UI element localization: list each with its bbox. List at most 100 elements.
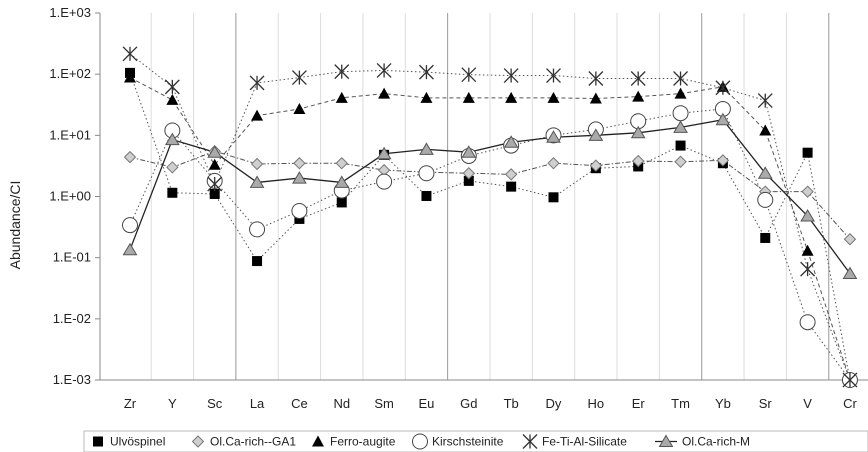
data-point bbox=[335, 157, 348, 170]
data-point bbox=[548, 192, 559, 203]
data-point bbox=[547, 91, 560, 103]
x-tick-label: Sc bbox=[207, 396, 223, 411]
series-line bbox=[129, 72, 851, 381]
data-point bbox=[208, 158, 221, 170]
data-point bbox=[336, 197, 347, 208]
data-point bbox=[547, 157, 560, 170]
data-point bbox=[207, 145, 223, 158]
data-point bbox=[757, 93, 773, 109]
data-point bbox=[207, 176, 223, 192]
data-point bbox=[462, 91, 475, 103]
y-tick-label: 1.E-01 bbox=[53, 250, 91, 265]
data-point bbox=[757, 166, 773, 179]
data-point bbox=[672, 105, 689, 122]
data-point bbox=[335, 91, 348, 103]
y-tick-label: 1.E+02 bbox=[49, 66, 91, 81]
data-point bbox=[293, 102, 306, 114]
x-tick-label: Tm bbox=[671, 396, 690, 411]
x-tick-label: Cr bbox=[843, 396, 857, 411]
x-tick-label: Sm bbox=[374, 396, 394, 411]
data-point bbox=[209, 188, 220, 199]
x-tick-label: Gd bbox=[460, 396, 477, 411]
data-point bbox=[715, 80, 731, 96]
data-point bbox=[632, 90, 645, 102]
data-point bbox=[504, 168, 518, 181]
series-line bbox=[129, 119, 851, 274]
data-point bbox=[800, 261, 816, 277]
series-line bbox=[129, 53, 851, 381]
y-axis-label: Abundance/CI bbox=[7, 181, 23, 270]
data-point bbox=[420, 91, 433, 103]
data-point bbox=[801, 185, 814, 198]
data-point bbox=[378, 87, 391, 99]
y-tick-label: 1.E+01 bbox=[49, 127, 91, 142]
data-point bbox=[463, 175, 474, 186]
data-point bbox=[675, 140, 686, 151]
data-point bbox=[376, 173, 393, 190]
data-point bbox=[252, 256, 263, 267]
y-tick-label: 1.E+03 bbox=[49, 5, 91, 20]
data-point bbox=[376, 62, 392, 78]
data-point bbox=[589, 159, 603, 172]
data-point bbox=[292, 171, 307, 184]
data-point bbox=[802, 147, 813, 158]
data-point bbox=[760, 232, 771, 243]
data-point bbox=[589, 92, 602, 104]
data-point bbox=[461, 145, 477, 158]
legend-label: Ol.Ca-rich--GA1 bbox=[210, 435, 296, 449]
data-point bbox=[122, 46, 138, 62]
data-point bbox=[630, 71, 646, 86]
x-tick-label: Ho bbox=[588, 396, 605, 411]
data-point bbox=[588, 128, 604, 141]
data-point bbox=[421, 190, 432, 201]
data-point bbox=[631, 154, 645, 168]
data-point bbox=[546, 130, 561, 143]
legend-marker bbox=[658, 434, 674, 447]
data-point bbox=[842, 372, 858, 388]
data-point bbox=[249, 75, 265, 91]
data-point bbox=[249, 175, 265, 188]
legend-label: Fe-Ti-Al-Silicate bbox=[542, 435, 627, 449]
data-point bbox=[164, 79, 180, 95]
data-point bbox=[461, 67, 477, 83]
legend-marker bbox=[191, 435, 205, 448]
x-tick-label: Yb bbox=[715, 396, 731, 411]
x-tick-label: Dy bbox=[546, 396, 562, 411]
data-point bbox=[843, 233, 857, 246]
data-point bbox=[249, 221, 266, 238]
legend-marker bbox=[522, 434, 538, 449]
x-tick-label: Er bbox=[632, 396, 646, 411]
data-point bbox=[123, 150, 137, 164]
data-point bbox=[506, 181, 517, 192]
data-point bbox=[334, 64, 350, 80]
data-point bbox=[546, 68, 561, 83]
legend-marker bbox=[412, 433, 428, 450]
x-tick-label: Zr bbox=[124, 396, 137, 411]
data-point bbox=[462, 167, 476, 180]
x-tick-label: Nd bbox=[333, 396, 350, 411]
data-point bbox=[164, 132, 180, 146]
data-point bbox=[418, 165, 435, 182]
data-point bbox=[800, 209, 815, 222]
data-point bbox=[673, 120, 688, 133]
data-point bbox=[334, 175, 350, 188]
legend-label: Kirschsteinite bbox=[432, 435, 504, 449]
data-point bbox=[715, 112, 731, 126]
data-point bbox=[630, 125, 646, 139]
data-point bbox=[759, 124, 772, 136]
data-point bbox=[588, 71, 604, 86]
data-point bbox=[801, 244, 814, 256]
data-point bbox=[674, 87, 687, 99]
y-tick-label: 1.E+00 bbox=[49, 189, 91, 204]
data-point bbox=[418, 64, 434, 80]
data-point bbox=[503, 135, 519, 148]
data-point bbox=[122, 242, 138, 256]
data-point bbox=[503, 68, 519, 83]
legend-label: Ol.Ca-rich-M bbox=[682, 435, 750, 449]
data-point bbox=[291, 70, 307, 86]
x-tick-label: Ce bbox=[291, 396, 308, 411]
series-line bbox=[129, 108, 851, 381]
data-point bbox=[251, 109, 264, 121]
x-tick-label: Tb bbox=[504, 396, 519, 411]
data-point bbox=[250, 157, 264, 171]
